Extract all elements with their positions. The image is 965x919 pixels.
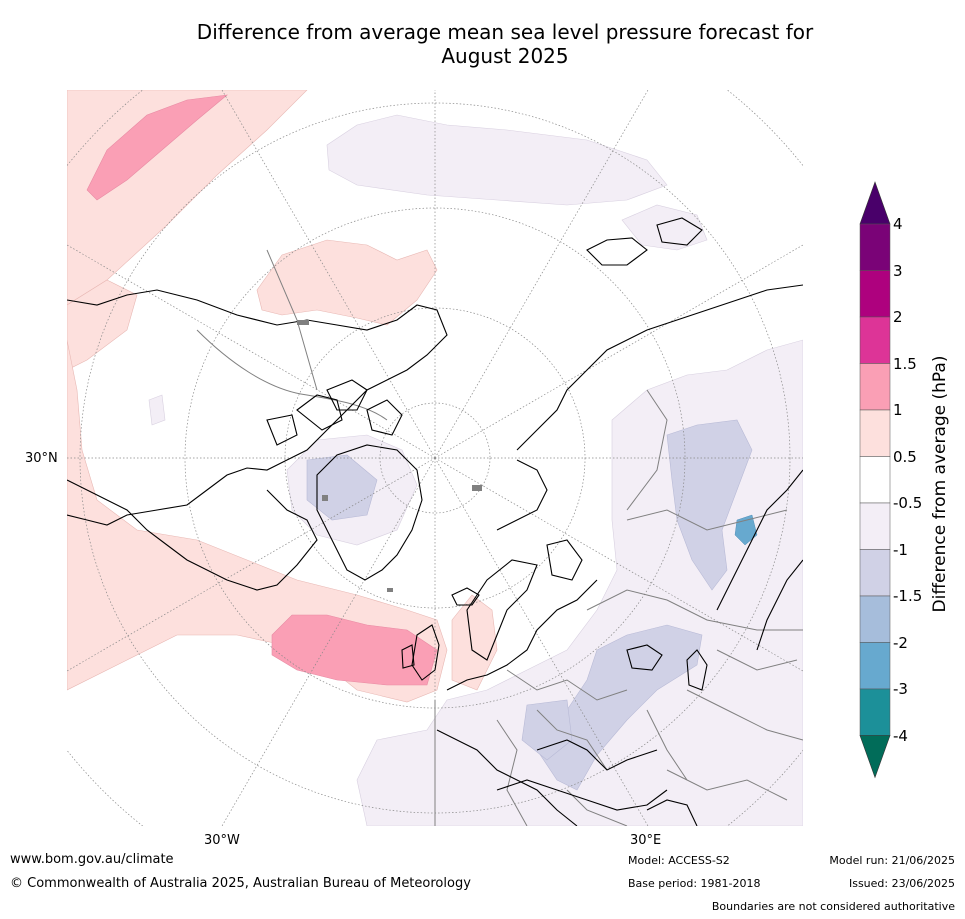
colorbar-tick-label: -0.5 (893, 494, 923, 512)
grey-islands (297, 320, 482, 592)
colorbar-segment (859, 316, 891, 364)
colorbar-segment (859, 223, 891, 271)
colorbar-title: Difference from average (hPa) (930, 355, 950, 613)
colorbar-tick-label: -4 (893, 726, 908, 745)
colorbar-tick-label: 1 (893, 401, 903, 419)
colorbar-tick-label: 1.5 (893, 354, 917, 373)
colorbar-tick-label: -1.5 (893, 587, 923, 605)
colorbar-segment (859, 549, 891, 597)
colorbar (859, 181, 891, 779)
coastlines (67, 217, 803, 826)
colorbar-segment (859, 595, 891, 643)
colorbar-tick-label: 4 (893, 215, 903, 233)
footer-base-period: Base period: 1981-2018 (628, 877, 761, 890)
footer-copyright: © Commonwealth of Australia 2025, Austra… (10, 876, 471, 891)
colorbar-segment (859, 502, 891, 550)
polar-map (67, 90, 803, 826)
anomaly-negative-medium (306, 419, 753, 791)
colorbar-segment (859, 363, 891, 411)
colorbar-tick-label: 0.5 (893, 447, 917, 466)
colorbar-segment (859, 409, 891, 457)
lon-label-30e: 30°E (630, 833, 662, 848)
footer-model-run: Model run: 21/06/2025 (829, 854, 955, 867)
colorbar-tick-label: 2 (893, 308, 903, 326)
lon-label-30w: 30°W (204, 833, 240, 848)
colorbar-under-arrow (859, 735, 891, 779)
colorbar-segment (859, 642, 891, 690)
map-title: Difference from average mean sea level p… (80, 20, 930, 68)
footer-model: Model: ACCESS-S2 (628, 854, 730, 867)
title-line-1: Difference from average mean sea level p… (196, 20, 814, 44)
colorbar-tick-label: -3 (893, 680, 908, 698)
lat-label-30n: 30°N (25, 451, 58, 466)
title-line-2: August 2025 (441, 44, 569, 68)
footer-website: www.bom.gov.au/climate (10, 852, 174, 867)
footer-issued: Issued: 23/06/2025 (848, 877, 955, 890)
footer-disclaimer: Boundaries are not considered authoritat… (711, 900, 955, 913)
colorbar-tick-label: -1 (893, 540, 908, 559)
colorbar-tick-label: 3 (893, 261, 903, 280)
colorbar-segment (859, 688, 891, 736)
colorbar-segment (859, 456, 891, 504)
colorbar-over-arrow (859, 181, 891, 225)
anomaly-negative-strong (734, 514, 758, 546)
colorbar-segment (859, 270, 891, 318)
anomaly-positive-medium (86, 94, 438, 686)
anomaly-positive-light (67, 90, 796, 703)
colorbar-tick-label: -2 (893, 633, 908, 652)
country-borders (196, 249, 803, 826)
